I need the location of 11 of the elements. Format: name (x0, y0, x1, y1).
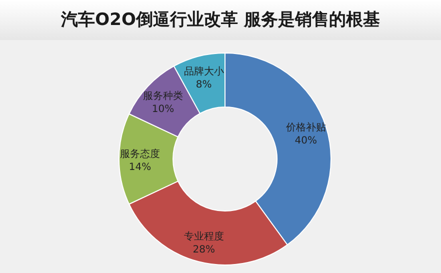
data-label: 8% (196, 80, 212, 91)
data-label: 10% (152, 104, 174, 115)
data-label: 28% (192, 244, 215, 256)
data-label: 14% (128, 162, 152, 173)
slice-label: 价格补贴 (284, 122, 326, 134)
slice-label: 品牌大小 (184, 66, 224, 78)
slice-label: 服务态度 (120, 148, 160, 160)
slice-label: 专业程度 (184, 230, 224, 242)
data-label: 40% (294, 136, 317, 147)
slice-label: 服务种类 (143, 90, 184, 102)
chart-title: 汽车O2O倒逼行业改革 服务是销售的根基 (0, 0, 441, 40)
